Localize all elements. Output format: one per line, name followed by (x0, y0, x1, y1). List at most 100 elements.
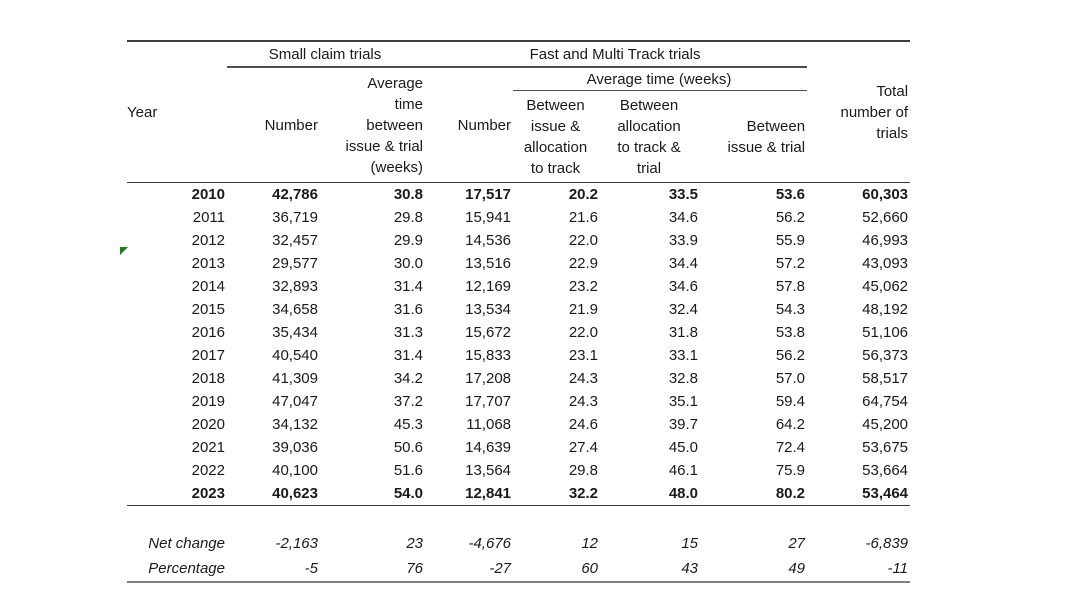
year-cell: 2012 (191, 232, 225, 249)
summary-label: Percentage (127, 556, 227, 583)
value-cell: 23.2 (568, 278, 599, 295)
value-cell: -6,839 (865, 535, 909, 552)
value-cell: 23 (406, 535, 424, 552)
value-cell: 57.0 (775, 370, 806, 387)
table-row: 2010 42,786 30.8 17,517 20.2 33.5 53.6 60,303 (127, 183, 910, 207)
summary-row: Percentage -5 76 -27 60 43 49 -11 (127, 556, 911, 583)
value-cell: 30.8 (393, 186, 424, 203)
value-cell: 21.6 (568, 209, 599, 226)
value-cell: 29.8 (393, 209, 424, 226)
value-cell: 50.6 (393, 439, 424, 456)
value-cell: 33.1 (668, 347, 699, 364)
value-cell: 34.6 (668, 278, 699, 295)
value-cell: 23.1 (568, 347, 599, 364)
value-cell: 35.1 (668, 393, 699, 410)
summary-label: Net change (148, 535, 225, 552)
value-cell: 57.2 (775, 255, 806, 272)
value-cell: 40,540 (272, 347, 318, 364)
year-cell: 2022 (191, 462, 225, 479)
value-cell: 51.6 (393, 462, 424, 479)
value-cell: 58,517 (862, 370, 909, 387)
value-cell: -2,163 (275, 535, 318, 552)
value-cell: 27.4 (568, 439, 599, 456)
value-cell: 72.4 (775, 439, 806, 456)
value-cell: 22.9 (568, 255, 599, 272)
header-fast-multi-track-trials: Fast and Multi Track trials (425, 41, 808, 68)
value-cell: 34,132 (272, 416, 318, 433)
value-cell: 46.1 (668, 462, 699, 479)
value-cell: 14,536 (465, 232, 512, 249)
value-cell: 35,434 (272, 324, 318, 341)
year-cell: 2015 (191, 301, 225, 318)
value-cell: 29,577 (272, 255, 318, 272)
value-cell: 31.3 (393, 324, 424, 341)
value-cell: 56.2 (775, 209, 806, 226)
table-row: 2014 32,893 31.4 12,169 23.2 34.6 57.8 45,062 (127, 275, 910, 298)
value-cell: 51,106 (862, 324, 909, 341)
value-cell: 21.9 (568, 301, 599, 318)
value-cell: 27 (788, 535, 806, 552)
year-cell: 2023 (127, 482, 227, 506)
value-cell: 15,833 (465, 347, 512, 364)
value-cell: 39,036 (272, 439, 318, 456)
value-cell: 24.3 (568, 393, 599, 410)
year-cell: 2019 (191, 393, 225, 410)
value-cell: 64,754 (862, 393, 909, 410)
value-cell: 11,068 (466, 416, 512, 433)
table-summary: Net change -2,163 23 -4,676 12 15 27 -6,839 Perc… (127, 506, 911, 583)
value-cell: 53,664 (862, 462, 909, 479)
value-cell: 45,200 (862, 416, 909, 433)
value-cell: 30.0 (393, 255, 424, 272)
header-fm-number: Number (425, 67, 514, 183)
value-cell: 15,672 (465, 324, 512, 341)
value-cell: 53.6 (775, 186, 806, 203)
header-sc-number: Number (227, 67, 320, 183)
table-body: 2010 42,786 30.8 17,517 20.2 33.5 53.6 60,303 20… (120, 183, 911, 506)
value-cell: 43,093 (862, 255, 909, 272)
table-row: 2016 35,434 31.3 15,672 22.0 31.8 53.8 51,106 (127, 321, 910, 344)
header-small-claim-trials: Small claim trials (227, 41, 426, 68)
year-cell: 2016 (191, 324, 225, 341)
value-cell: 34.4 (668, 255, 699, 272)
value-cell: 59.4 (775, 393, 806, 410)
value-cell: 31.8 (668, 324, 699, 341)
header-sc-average-time: Average time between issue & trial (week… (320, 67, 426, 183)
value-cell: 56.2 (775, 347, 806, 364)
value-cell: 33.9 (668, 232, 699, 249)
value-cell: 34.2 (393, 370, 424, 387)
value-cell: 34,658 (272, 301, 318, 318)
value-cell: 56,373 (862, 347, 909, 364)
value-cell: 49 (700, 556, 808, 583)
value-cell: 17,517 (465, 186, 512, 203)
table-header: Year Small claim trials Fast and Multi T… (127, 41, 911, 183)
value-cell: 46,993 (862, 232, 909, 249)
value-cell: 13,564 (465, 462, 512, 479)
value-cell: 48,192 (862, 301, 909, 318)
header-average-time-weeks: Average time (weeks) (513, 67, 808, 91)
table-row: 2011 36,719 29.8 15,941 21.6 34.6 56.2 52,660 (127, 206, 910, 229)
value-cell: 54.0 (320, 482, 426, 506)
value-cell: 32.4 (668, 301, 699, 318)
value-cell: 24.6 (568, 416, 599, 433)
value-cell: -4,676 (468, 535, 512, 552)
value-cell: 52,660 (862, 209, 909, 226)
value-cell: 20.2 (568, 186, 599, 203)
value-cell: 17,707 (465, 393, 512, 410)
column-header-row: Between issue & allocation to track Betw… (127, 90, 910, 183)
year-cell: 2018 (191, 370, 225, 387)
value-cell: 13,534 (465, 301, 512, 318)
year-cell: 2013 (120, 247, 227, 275)
table-row: 2023 40,623 54.0 12,841 32.2 48.0 80.2 53,464 (127, 482, 911, 506)
value-cell: 60,303 (862, 186, 909, 203)
value-cell: -11 (807, 556, 911, 583)
table-row: 2013 29,577 30.0 13,516 22.9 34.4 57.2 43,093 (120, 247, 910, 275)
value-cell: 45.0 (668, 439, 699, 456)
group-header-row: Year Small claim trials Fast and Multi T… (127, 41, 911, 183)
header-between-allocation-trial: Between allocation to track & trial (600, 90, 701, 183)
value-cell: -5 (227, 556, 320, 583)
value-cell: 76 (320, 556, 426, 583)
summary-row: Net change -2,163 23 -4,676 12 15 27 -6,839 (127, 531, 910, 556)
value-cell: 53,464 (807, 482, 911, 506)
value-cell: 31.4 (393, 347, 424, 364)
